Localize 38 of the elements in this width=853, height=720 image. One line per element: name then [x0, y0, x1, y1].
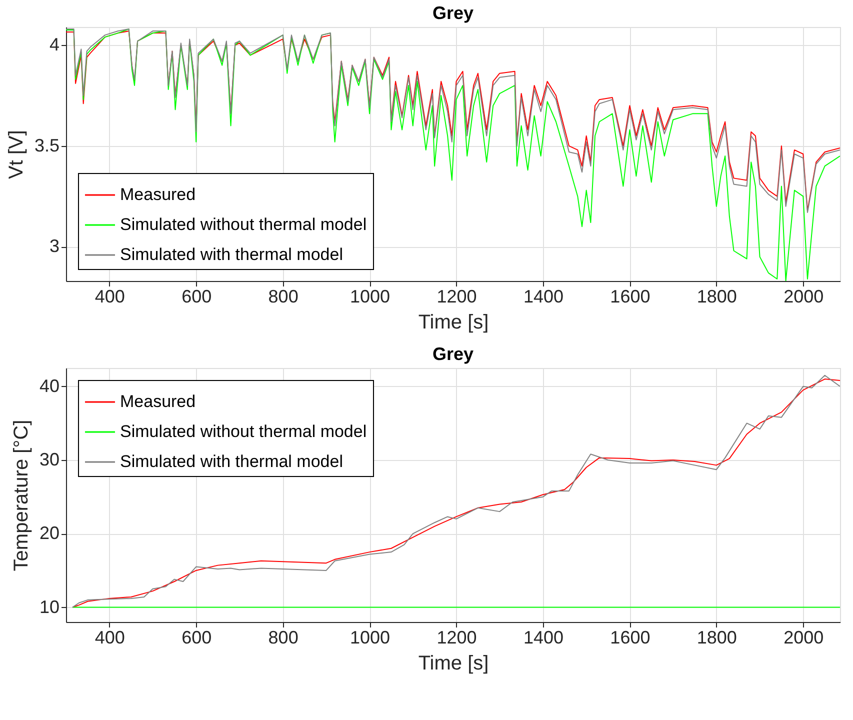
y-tick-label: 10 — [39, 596, 60, 617]
x-tick-label: 800 — [268, 286, 298, 306]
legend-label: Measured — [120, 185, 196, 204]
line-series — [66, 28, 840, 281]
x-tick-label: 1000 — [350, 628, 390, 648]
x-axis-title: Time [s] — [418, 312, 489, 334]
chart-title: Grey — [432, 344, 474, 364]
x-tick-label: 1200 — [436, 628, 477, 648]
legend-label: Simulated without thermal model — [120, 215, 367, 234]
y-tick-label: 40 — [39, 376, 60, 396]
x-tick-label: 600 — [182, 286, 212, 306]
x-tick-label: 1800 — [696, 628, 737, 648]
x-tick-label: 1600 — [610, 286, 650, 306]
x-tick-label: 2000 — [784, 286, 824, 306]
x-tick-label: 400 — [94, 628, 125, 648]
y-tick-label: 3 — [49, 236, 60, 256]
legend-label: Simulated with thermal model — [120, 452, 343, 471]
x-tick-label: 1000 — [350, 286, 390, 306]
x-tick-label: 1400 — [523, 286, 564, 306]
legend-label: Simulated with thermal model — [120, 245, 343, 264]
y-tick-label: 4 — [49, 34, 60, 55]
x-tick-label: 600 — [182, 628, 212, 648]
y-axis-title: Temperature [°C] — [10, 420, 32, 572]
legend-label: Measured — [120, 392, 196, 411]
x-tick-label: 400 — [94, 286, 125, 306]
x-tick-label: 2000 — [784, 628, 824, 648]
y-tick-label: 20 — [39, 523, 60, 544]
x-axis-title: Time [s] — [418, 652, 489, 674]
legend-label: Simulated without thermal model — [120, 422, 367, 441]
y-axis-title: Vt [V] — [5, 130, 28, 179]
x-tick-label: 1600 — [610, 628, 650, 648]
y-tick-label: 3.5 — [34, 135, 60, 156]
x-tick-label: 1400 — [523, 628, 564, 648]
x-tick-label: 1800 — [696, 286, 737, 306]
x-tick-label: 1200 — [436, 286, 477, 306]
chart-title: Grey — [432, 3, 474, 23]
y-tick-label: 30 — [39, 450, 60, 470]
x-tick-label: 800 — [268, 628, 298, 648]
